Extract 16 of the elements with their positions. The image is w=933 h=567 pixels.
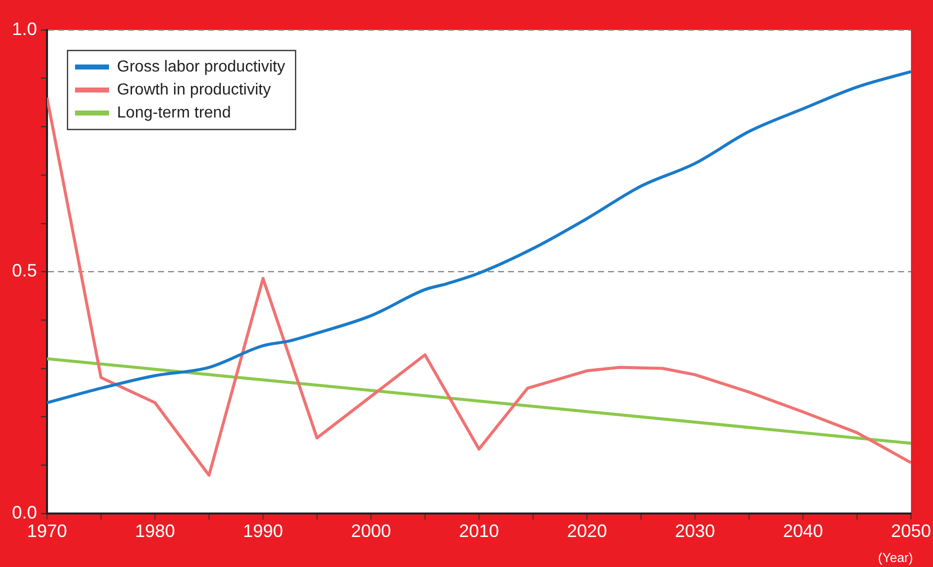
x-tick-label: 2050	[890, 521, 931, 542]
legend-label: Gross labor productivity	[117, 58, 286, 76]
x-axis-title: (Year)	[878, 550, 913, 566]
x-tick-label: 2000	[350, 521, 392, 542]
x-tick-label: 2040	[782, 521, 824, 542]
legend-label: Long-term trend	[117, 104, 231, 122]
x-tick-label: 2030	[674, 521, 716, 542]
y-tick-label: 0.0	[12, 502, 38, 522]
x-tick-label: 1990	[242, 521, 284, 542]
y-tick-label: 1.0	[12, 18, 38, 39]
x-tick-label: 2010	[458, 521, 500, 542]
legend-label: Growth in productivity	[117, 81, 271, 98]
x-tick-label: 1980	[134, 521, 176, 542]
y-tick-label: 0.5	[12, 260, 38, 281]
x-tick-label: 2020	[566, 521, 608, 542]
x-tick-label: 1970	[27, 521, 68, 542]
